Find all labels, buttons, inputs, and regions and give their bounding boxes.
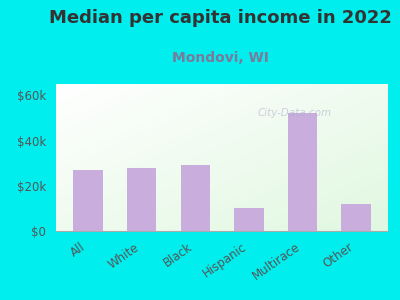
- Bar: [341, 204, 370, 231]
- Bar: [74, 170, 103, 231]
- Bar: [180, 165, 210, 231]
- Text: Median per capita income in 2022: Median per capita income in 2022: [48, 9, 392, 27]
- Bar: [288, 113, 317, 231]
- Text: Mondovi, WI: Mondovi, WI: [172, 51, 268, 65]
- Text: City-Data.com: City-Data.com: [258, 108, 332, 118]
- Bar: [127, 168, 156, 231]
- Bar: [234, 208, 264, 231]
